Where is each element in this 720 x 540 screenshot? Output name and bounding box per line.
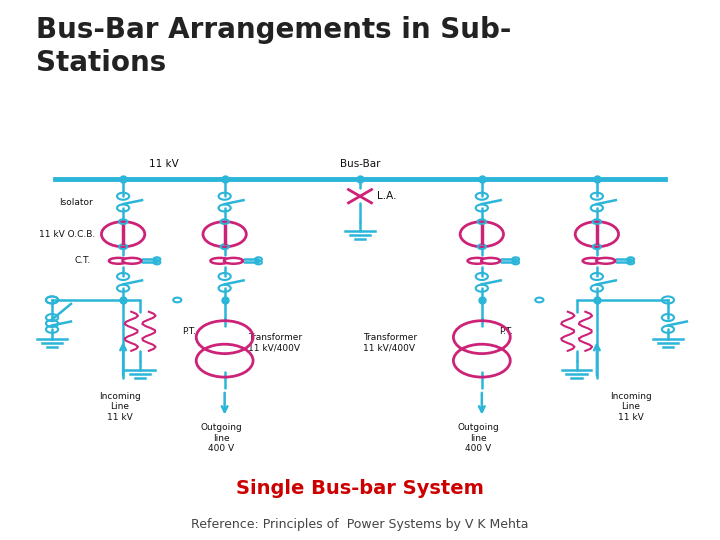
Text: 11 kV O.C.B.: 11 kV O.C.B. <box>39 230 95 239</box>
Text: 11 kV: 11 kV <box>149 159 179 169</box>
Text: Outgoing
line
400 V: Outgoing line 400 V <box>200 423 242 453</box>
Text: Transformer
11 kV/400V: Transformer 11 kV/400V <box>248 333 302 353</box>
Text: L.A.: L.A. <box>377 191 397 201</box>
Text: Bus-Bar Arrangements in Sub-
Stations: Bus-Bar Arrangements in Sub- Stations <box>36 16 511 77</box>
Text: P.T.: P.T. <box>182 327 196 336</box>
Ellipse shape <box>467 258 487 264</box>
Text: Outgoing
line
400 V: Outgoing line 400 V <box>458 423 499 453</box>
Ellipse shape <box>210 258 230 264</box>
Text: C.T.: C.T. <box>74 256 91 265</box>
Text: Transformer
11 kV/400V: Transformer 11 kV/400V <box>364 333 418 353</box>
Ellipse shape <box>224 258 243 264</box>
Ellipse shape <box>109 258 128 264</box>
Text: Incoming
Line
11 kV: Incoming Line 11 kV <box>99 392 140 422</box>
Text: Bus-Bar: Bus-Bar <box>340 159 380 169</box>
Ellipse shape <box>596 258 615 264</box>
Ellipse shape <box>582 258 602 264</box>
Text: Single Bus-bar System: Single Bus-bar System <box>236 479 484 498</box>
Ellipse shape <box>122 258 141 264</box>
Text: Isolator: Isolator <box>59 198 93 207</box>
Text: Reference: Principles of  Power Systems by V K Mehta: Reference: Principles of Power Systems b… <box>192 518 528 531</box>
Ellipse shape <box>481 258 500 264</box>
Text: Incoming
Line
11 kV: Incoming Line 11 kV <box>610 392 652 422</box>
Text: P.T.: P.T. <box>499 327 513 336</box>
